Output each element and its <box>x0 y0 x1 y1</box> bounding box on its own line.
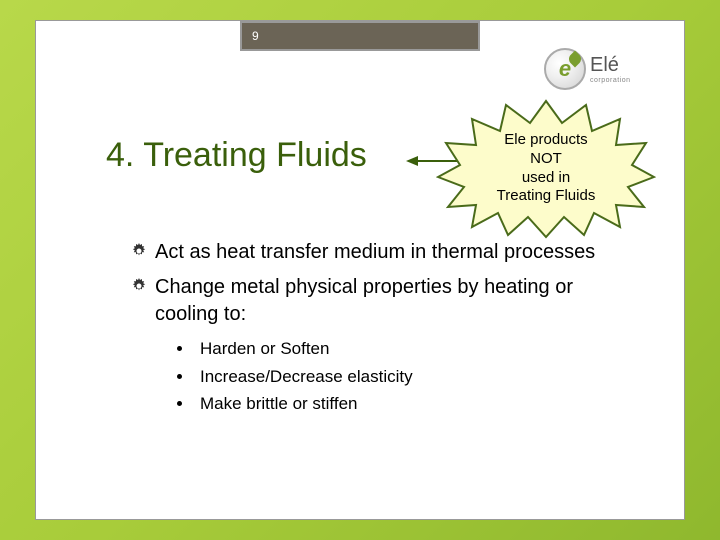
bullet-text: Change metal physical properties by heat… <box>155 274 624 328</box>
sub-bullet-item: Make brittle or stiffen <box>177 391 624 417</box>
logo-circle: e <box>544 48 586 90</box>
sub-bullet-list: Harden or Soften Increase/Decrease elast… <box>177 336 624 417</box>
sub-bullet-item: Harden or Soften <box>177 336 624 362</box>
burst-line-4: Treating Fluids <box>436 187 656 206</box>
burst-line-1: Ele products <box>436 131 656 150</box>
slide-content: 9 e Elé corporation 4. Treating Fluids E… <box>35 20 685 520</box>
burst-line-3: used in <box>436 169 656 188</box>
logo-text: Elé corporation <box>590 54 631 84</box>
sub-bullet-item: Increase/Decrease elasticity <box>177 364 624 390</box>
page-number: 9 <box>252 29 259 43</box>
gear-icon <box>131 243 147 259</box>
gear-icon <box>131 278 147 294</box>
bullet-item: Change metal physical properties by heat… <box>131 274 624 328</box>
sub-bullet-text: Increase/Decrease elasticity <box>200 364 413 390</box>
slide-title: 4. Treating Fluids <box>106 136 367 175</box>
logo-name: Elé <box>590 54 631 77</box>
bullet-dot-icon <box>177 346 182 351</box>
logo-subtitle: corporation <box>590 77 631 84</box>
sub-bullet-text: Harden or Soften <box>200 336 329 362</box>
bullet-text: Act as heat transfer medium in thermal p… <box>155 239 595 266</box>
callout-burst: Ele products NOT used in Treating Fluids <box>436 99 656 239</box>
bullet-dot-icon <box>177 401 182 406</box>
logo: e Elé corporation <box>544 46 644 91</box>
page-number-tab: 9 <box>240 21 480 51</box>
burst-text: Ele products NOT used in Treating Fluids <box>436 131 656 206</box>
burst-line-2: NOT <box>436 150 656 169</box>
bullet-item: Act as heat transfer medium in thermal p… <box>131 239 624 266</box>
bullet-dot-icon <box>177 374 182 379</box>
sub-bullet-text: Make brittle or stiffen <box>200 391 357 417</box>
body-content: Act as heat transfer medium in thermal p… <box>131 239 624 419</box>
